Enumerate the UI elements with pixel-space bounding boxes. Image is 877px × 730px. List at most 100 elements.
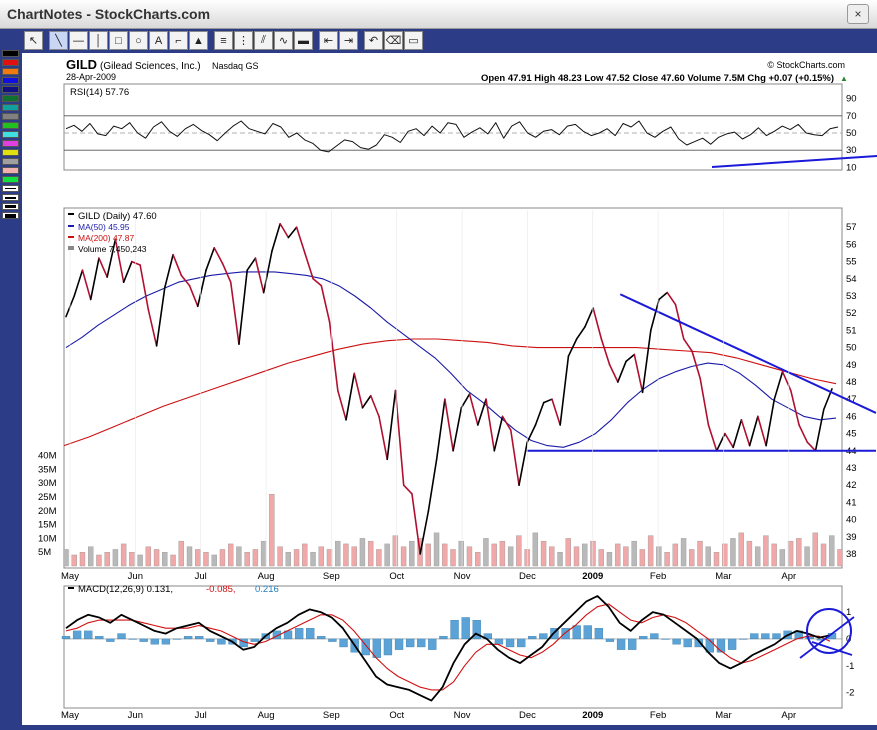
legend-gild: GILD (Daily) 47.60 <box>78 211 157 222</box>
price-tick-38: 38 <box>846 549 857 560</box>
chart-area[interactable]: GILD (Gilead Sciences, Inc.) Nasdaq GS 2… <box>22 53 877 725</box>
rsi-trendline <box>711 155 877 168</box>
price-segment <box>658 291 669 301</box>
price-segment <box>633 353 644 394</box>
price-segment <box>798 424 809 443</box>
rectangle-tool-button[interactable]: □ <box>109 31 128 50</box>
undo-button[interactable]: ↶ <box>364 31 383 50</box>
color-swatch-2[interactable] <box>2 68 19 75</box>
price-segment <box>337 389 347 421</box>
volume-bar <box>285 551 292 567</box>
volume-bar <box>730 538 736 567</box>
volume-bar <box>400 546 407 567</box>
price-segment <box>353 372 364 409</box>
cycle-tool-button[interactable]: ∿ <box>274 31 293 50</box>
close-button[interactable]: × <box>847 4 869 24</box>
channel-tool-button[interactable]: ⫽ <box>254 31 273 50</box>
price-segment <box>773 370 784 400</box>
volume-bar <box>293 549 300 567</box>
legend-macd: MACD(12,26,9) 0.131, <box>78 584 173 595</box>
line-width-4[interactable] <box>2 212 19 219</box>
text-tool-button[interactable]: A <box>149 31 168 50</box>
volume-bar <box>713 551 720 567</box>
volume-bar <box>614 543 621 567</box>
rsi-tick-30: 30 <box>846 145 857 156</box>
price-segment <box>155 286 166 347</box>
volume-bar <box>697 540 703 567</box>
line-width-1[interactable] <box>2 185 19 192</box>
color-swatch-10[interactable] <box>2 140 19 147</box>
move-forward-button[interactable]: ⇥ <box>339 31 358 50</box>
macd-month-label-Oct: Oct <box>389 710 404 721</box>
fib-tool-button[interactable]: ≡ <box>214 31 233 50</box>
price-segment <box>452 406 463 452</box>
volume-bar <box>178 540 184 567</box>
color-swatch-11[interactable] <box>2 149 19 156</box>
legend-ma200: MA(200) 47.87 <box>78 233 134 243</box>
stock-chart[interactable]: GILD (Gilead Sciences, Inc.) Nasdaq GS 2… <box>22 53 877 725</box>
volume-bar <box>804 546 810 567</box>
color-swatch-7[interactable] <box>2 113 19 120</box>
volume-bar <box>516 535 522 567</box>
month-label-Mar: Mar <box>715 571 731 582</box>
volume-bar <box>203 551 209 567</box>
line-width-3[interactable] <box>2 203 19 210</box>
color-swatch-5[interactable] <box>2 95 19 102</box>
color-swatch-3[interactable] <box>2 77 19 84</box>
ellipse-tool-button[interactable]: ○ <box>129 31 148 50</box>
arrow-tool-button[interactable]: ▲ <box>189 31 208 50</box>
macd-tick--1: -1 <box>846 661 854 672</box>
price-segment <box>444 398 454 452</box>
macd-histogram-bar <box>628 638 637 650</box>
vline-tool-button[interactable]: │ <box>89 31 108 50</box>
price-segment <box>427 458 438 512</box>
month-label-Dec: Dec <box>519 571 536 582</box>
line-width-2[interactable] <box>2 194 19 201</box>
price-segment <box>386 389 397 461</box>
erase-button[interactable]: ⌫ <box>384 31 403 50</box>
volume-bar <box>565 538 571 567</box>
callout-tool-button[interactable]: ⌐ <box>169 31 188 50</box>
chg-up-arrow-icon: ▲ <box>840 74 848 83</box>
volume-tick-30M: 30M <box>38 478 57 489</box>
line-tool-button[interactable]: ╲ <box>49 31 68 50</box>
hline-tool-button[interactable]: — <box>69 31 88 50</box>
volume-bar <box>343 543 349 567</box>
macd-histogram-bar <box>383 638 393 656</box>
price-tick-50: 50 <box>846 343 857 354</box>
color-swatch-9[interactable] <box>2 131 19 138</box>
price-segment <box>806 441 817 452</box>
color-swatch-14[interactable] <box>2 176 19 183</box>
fan-tool-button[interactable]: ⋮ <box>234 31 253 50</box>
chart-symbol: GILD <box>66 57 97 72</box>
price-tick-55: 55 <box>846 257 857 268</box>
clear-button[interactable]: ▭ <box>404 31 423 50</box>
macd-panel <box>63 585 843 709</box>
macd-histogram-bar <box>128 638 137 640</box>
volume-bar <box>689 549 695 567</box>
pointer-tool-button[interactable]: ↖ <box>24 31 43 50</box>
macd-histogram-bar <box>616 638 626 650</box>
macd-histogram-bar <box>694 638 703 648</box>
macd-histogram-bar <box>317 636 326 640</box>
volume-bar <box>557 551 563 567</box>
line-style-button[interactable]: ▬ <box>294 31 313 50</box>
color-swatch-0[interactable] <box>2 50 19 57</box>
volume-bar <box>269 493 275 567</box>
color-swatch-13[interactable] <box>2 167 19 174</box>
macd-histogram-bar <box>683 638 692 648</box>
color-swatch-6[interactable] <box>2 104 19 111</box>
color-swatch-1[interactable] <box>2 59 19 66</box>
macd-histogram-bar <box>272 630 282 640</box>
chart-company-name: (Gilead Sciences, Inc.) <box>100 61 201 72</box>
macd-histogram-bar <box>517 638 526 648</box>
color-swatch-8[interactable] <box>2 122 19 129</box>
macd-month-label-Nov: Nov <box>454 710 471 721</box>
move-back-button[interactable]: ⇤ <box>319 31 338 50</box>
price-segment <box>551 398 561 426</box>
color-swatch-4[interactable] <box>2 86 19 93</box>
color-swatch-12[interactable] <box>2 158 19 165</box>
volume-bar <box>153 549 160 567</box>
volume-bar <box>310 551 316 567</box>
legend-ma50: MA(50) 45.95 <box>78 222 130 232</box>
